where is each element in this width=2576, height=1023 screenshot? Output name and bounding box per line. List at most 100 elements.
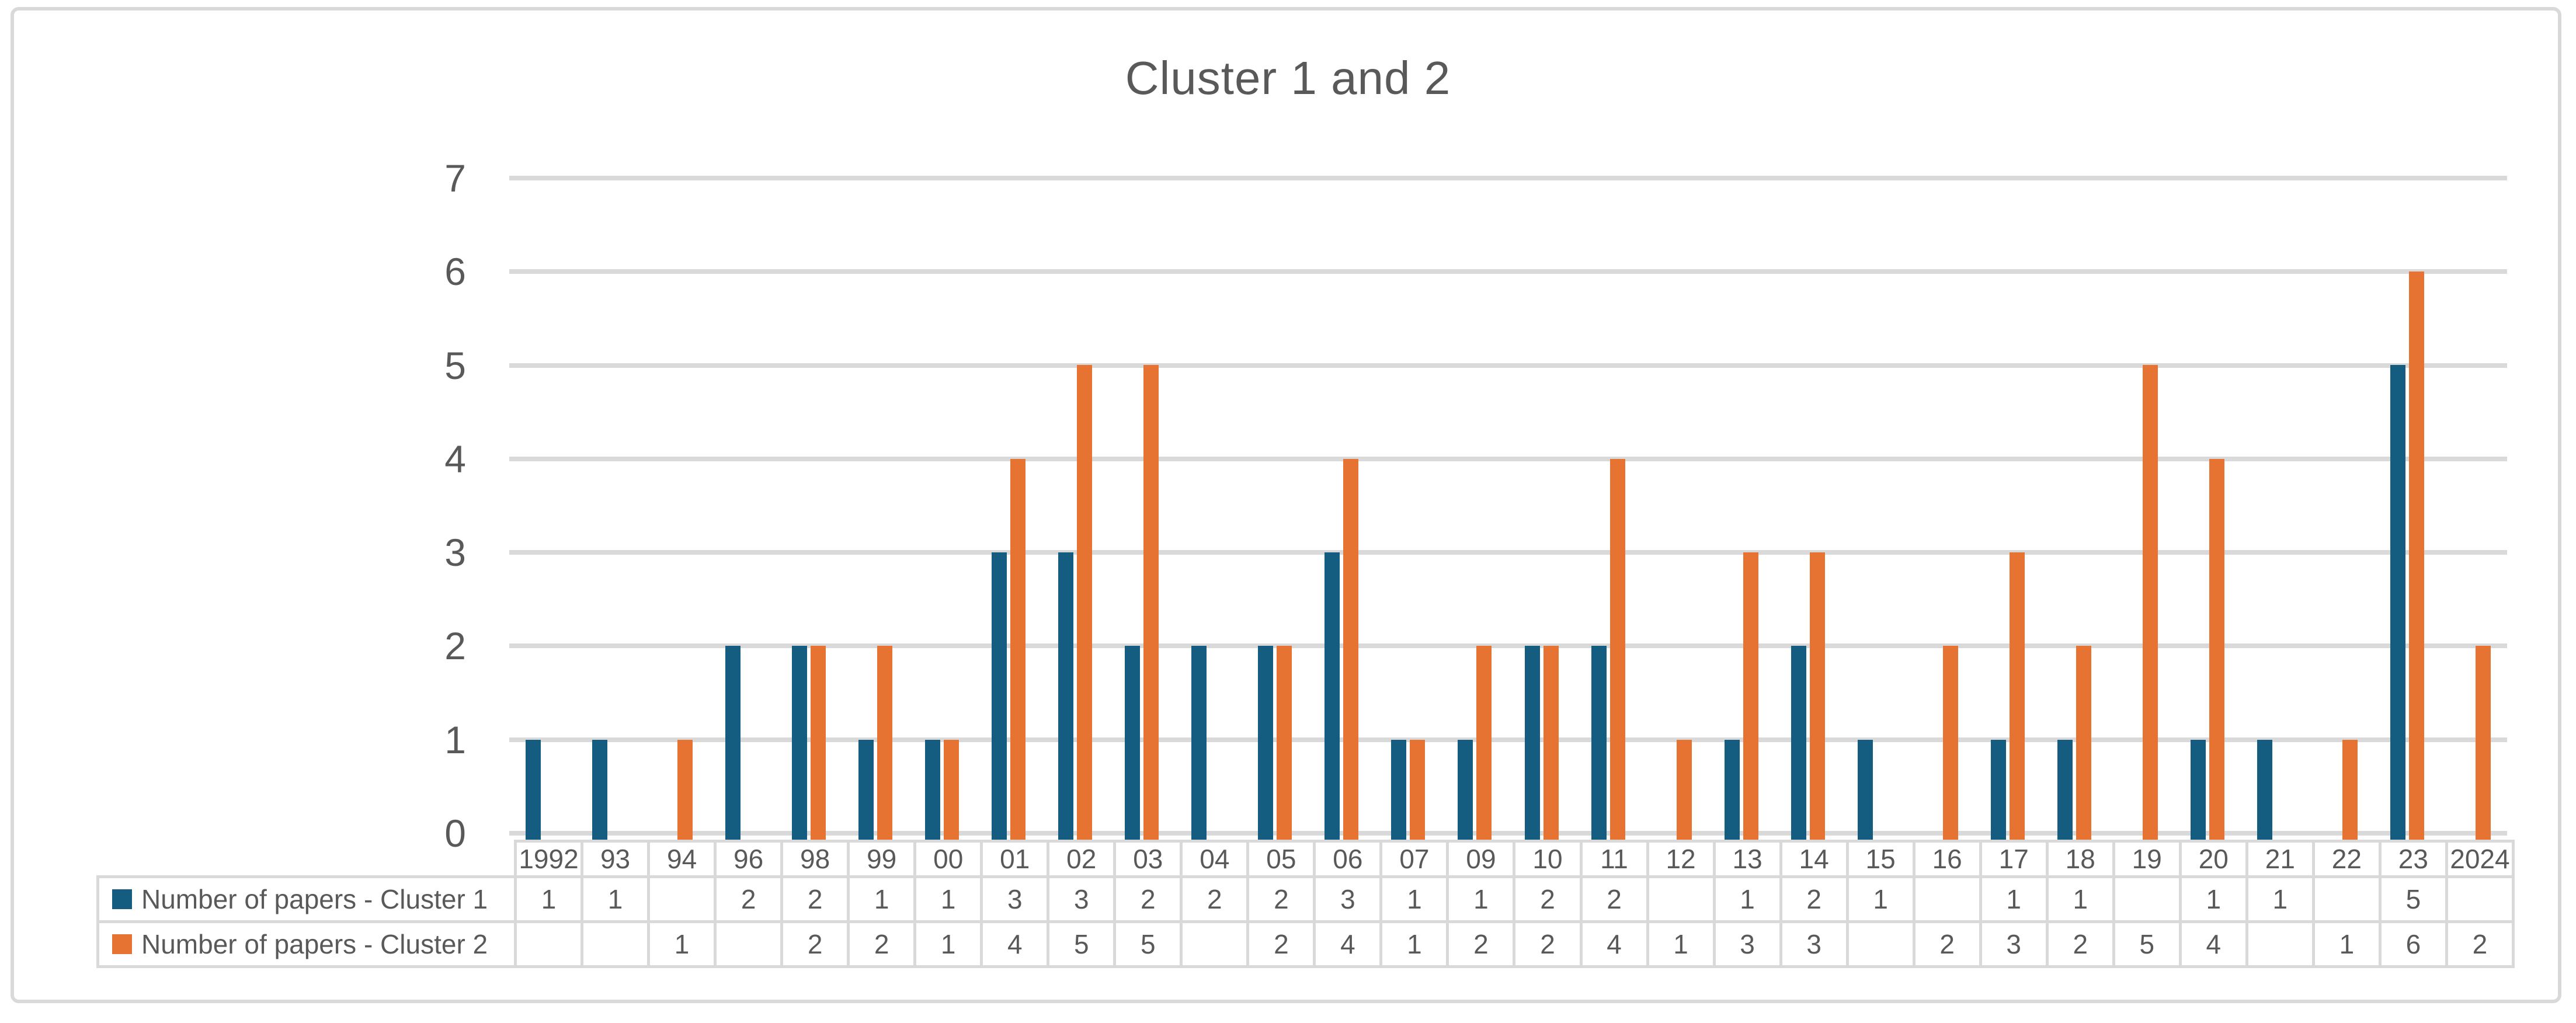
bar-cluster2-14: [1810, 552, 1825, 841]
value-cell-cluster1-1992: 1: [513, 875, 584, 923]
gridline-y3: [509, 550, 2507, 555]
bar-cluster2-00: [944, 740, 959, 841]
value-cell-cluster2-10: 2: [1513, 920, 1583, 968]
value-cell-cluster2-20: 4: [2178, 920, 2248, 968]
value-cell-cluster1-14: 2: [1779, 875, 1849, 923]
bar-cluster2-2024: [2476, 646, 2491, 841]
x-axis-label-09: 09: [1446, 840, 1516, 878]
legend-entry: Number of papers - Cluster 1: [101, 883, 513, 915]
x-axis-label-15: 15: [1845, 840, 1916, 878]
value-cell-cluster1-98: 2: [780, 875, 850, 923]
bar-cluster2-20: [2209, 459, 2224, 841]
value-cell-cluster2-00: 1: [913, 920, 983, 968]
value-cell-cluster1-22: [2311, 875, 2382, 923]
bar-cluster1-17: [1991, 740, 2006, 841]
bar-cluster1-99: [858, 740, 874, 841]
value-cell-cluster2-94: 1: [647, 920, 717, 968]
bar-cluster2-16: [1943, 646, 1958, 841]
x-axis-label-00: 00: [913, 840, 983, 878]
gridline-y6: [509, 269, 2507, 274]
gridline-y0: [509, 831, 2507, 836]
bar-cluster2-05: [1277, 646, 1292, 841]
x-axis-label-13: 13: [1712, 840, 1782, 878]
bar-cluster2-94: [677, 740, 693, 841]
value-cell-cluster2-99: 2: [847, 920, 917, 968]
value-cell-cluster2-06: 4: [1313, 920, 1383, 968]
bar-cluster2-22: [2342, 740, 2358, 841]
bar-cluster2-11: [1610, 459, 1625, 841]
bar-cluster1-14: [1791, 646, 1806, 841]
value-cell-cluster2-22: 1: [2311, 920, 2382, 968]
chart-data-table: 1992 93 94 96 98 99 00 01 02 03 04 05 06 07 09 10 11 12 13…: [96, 840, 2515, 968]
legend-cell-cluster2: Number of papers - Cluster 2: [96, 920, 517, 968]
bar-cluster2-19: [2143, 365, 2158, 841]
x-axis-label-1992: 1992: [513, 840, 584, 878]
bar-cluster1-09: [1458, 740, 1473, 841]
value-cell-cluster2-09: 2: [1446, 920, 1516, 968]
x-axis-label-23: 23: [2378, 840, 2448, 878]
bar-cluster1-21: [2257, 740, 2272, 841]
y-axis-tick-label: 6: [444, 250, 466, 294]
value-cell-cluster2-04: [1180, 920, 1250, 968]
bar-cluster2-17: [2010, 552, 2025, 841]
value-cell-cluster1-11: 2: [1579, 875, 1649, 923]
bar-cluster1-96: [725, 646, 741, 841]
y-axis-tick-label: 5: [444, 343, 466, 387]
x-axis-label-06: 06: [1313, 840, 1383, 878]
value-cell-cluster2-23: 6: [2378, 920, 2448, 968]
x-axis-label-11: 11: [1579, 840, 1649, 878]
value-cell-cluster2-19: 5: [2112, 920, 2182, 968]
value-cell-cluster1-12: [1646, 875, 1716, 923]
bar-cluster1-01: [992, 552, 1007, 841]
bar-cluster2-99: [877, 646, 892, 841]
bar-cluster1-13: [1725, 740, 1740, 841]
x-axis-label-03: 03: [1113, 840, 1183, 878]
x-axis-label-14: 14: [1779, 840, 1849, 878]
bar-cluster1-04: [1191, 646, 1207, 841]
value-cell-cluster1-06: 3: [1313, 875, 1383, 923]
value-cell-cluster1-93: 1: [580, 875, 651, 923]
value-cell-cluster1-03: 2: [1113, 875, 1183, 923]
x-axis-label-10: 10: [1513, 840, 1583, 878]
gridline-y2: [509, 643, 2507, 649]
value-cell-cluster1-13: 1: [1712, 875, 1782, 923]
value-cell-cluster1-10: 2: [1513, 875, 1583, 923]
bar-cluster1-15: [1858, 740, 1873, 841]
x-axis-label-21: 21: [2245, 840, 2315, 878]
value-cell-cluster2-02: 5: [1047, 920, 1117, 968]
bar-cluster1-10: [1525, 646, 1540, 841]
y-axis-tick-label: 2: [444, 624, 466, 668]
x-axis-label-96: 96: [714, 840, 784, 878]
value-cell-cluster1-04: 2: [1180, 875, 1250, 923]
bar-cluster2-10: [1543, 646, 1559, 841]
x-axis-label-16: 16: [1912, 840, 1982, 878]
value-cell-cluster2-21: [2245, 920, 2315, 968]
x-axis-label-01: 01: [980, 840, 1050, 878]
value-cell-cluster1-23: 5: [2378, 875, 2448, 923]
bar-cluster1-20: [2191, 740, 2206, 841]
bar-cluster2-03: [1143, 365, 1159, 841]
bar-cluster1-05: [1258, 646, 1273, 841]
gridline-y1: [509, 737, 2507, 742]
bar-cluster2-06: [1343, 459, 1358, 841]
legend-entry: Number of papers - Cluster 2: [101, 928, 513, 960]
value-cell-cluster2-14: 3: [1779, 920, 1849, 968]
value-cell-cluster1-16: [1912, 875, 1982, 923]
value-cell-cluster1-15: 1: [1845, 875, 1916, 923]
bar-cluster2-23: [2409, 272, 2424, 841]
value-cell-cluster1-18: 1: [2045, 875, 2115, 923]
value-cell-cluster1-01: 3: [980, 875, 1050, 923]
x-axis-label-98: 98: [780, 840, 850, 878]
legend-swatch-icon: [112, 934, 132, 954]
value-cell-cluster2-17: 3: [1979, 920, 2049, 968]
bar-cluster2-18: [2076, 646, 2091, 841]
value-cell-cluster2-07: 1: [1379, 920, 1449, 968]
value-cell-cluster1-07: 1: [1379, 875, 1449, 923]
bar-cluster1-03: [1125, 646, 1140, 841]
bar-cluster2-02: [1077, 365, 1092, 841]
x-axis-label-02: 02: [1047, 840, 1117, 878]
chart-title: Cluster 1 and 2: [1125, 52, 1451, 104]
